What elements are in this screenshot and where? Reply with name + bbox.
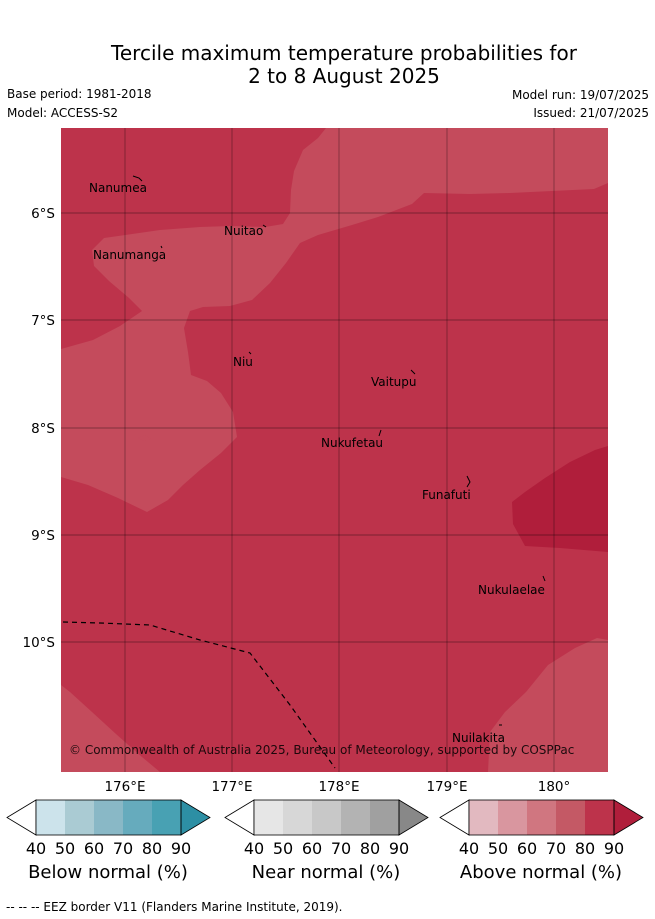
near-normal-colorbar-upper-extend [398,799,429,836]
island-marker-niu [248,351,252,355]
place-labels: Nanumea Nuitao Nanumanga Niu Vaitupu Nuk… [89,181,545,745]
near-normal-label: Near normal (%) [251,862,401,883]
above-normal-label: Above normal (%) [459,862,623,883]
lat-label-8s: 8°S [31,421,55,437]
island-marker-nanumanga [160,245,163,249]
grid-lines [61,128,608,772]
near-normal-colorbar-tick-label: 80 [360,839,380,858]
near-normal-colorbar: 40 50 60 70 80 90 [224,799,429,858]
above-normal-colorbar-tick-label: 80 [575,839,595,858]
above-normal-colorbar-segment [585,800,614,835]
below-normal-colorbar-tick-label: 40 [26,839,46,858]
above-normal-colorbar-tick-label: 60 [517,839,537,858]
island-marker-vaitupu [410,369,416,375]
above-normal-colorbar-lower-extend [439,799,470,836]
model-name: Model: ACCESS-S2 [7,106,119,120]
eez-border-line [62,621,336,769]
below-normal-colorbar-segment [65,800,94,835]
above-normal-colorbar-segment [469,800,498,835]
near-normal-colorbar-lower-extend [224,799,255,836]
near-normal-colorbar-tick-label: 70 [331,839,351,858]
island-marker-nukufetau [378,429,382,437]
place-label-nanumanga: Nanumanga [93,248,166,262]
below-normal-label: Below normal (%) [28,862,188,883]
below-normal-colorbar-tick-label: 80 [142,839,162,858]
above-70-region-north [61,128,608,512]
island-marker-funafuti [466,475,471,488]
above-70-spot [138,435,151,441]
above-normal-colorbar-segment [556,800,585,835]
below-normal-colorbar-segment [123,800,152,835]
place-label-nukulaelae: Nukulaelae [478,583,545,597]
near-normal-colorbar-outline [253,799,400,836]
place-label-funafuti: Funafuti [422,488,471,502]
near-normal-colorbar-segment [312,800,341,835]
above-normal-colorbar-outline [468,799,615,836]
near-normal-colorbar-segment [370,800,399,835]
place-label-nanumea: Nanumea [89,181,147,195]
above-normal-colorbar-segment [527,800,556,835]
lon-label-178e: 178°E [318,779,359,795]
below-normal-colorbar-tick-label: 50 [55,839,75,858]
island-marker-nanumea [132,175,143,182]
below-normal-colorbar: 40 50 60 70 80 90 [6,799,211,858]
above-normal-colorbar-tick-label: 90 [604,839,624,858]
above-normal-colorbar-tick-label: 40 [459,839,479,858]
below-normal-colorbar-segment [152,800,181,835]
lon-label-177e: 177°E [211,779,252,795]
lon-label-180: 180° [538,779,571,795]
above-70-region-southeast [488,638,608,772]
near-normal-colorbar-segment [254,800,283,835]
below-normal-colorbar-tick-label: 60 [84,839,104,858]
above-70-region-south [61,685,160,772]
above-normal-colorbar-tick-label: 50 [488,839,508,858]
below-normal-colorbar-segment [94,800,123,835]
place-label-nuilakita: Nuilakita [452,731,505,745]
model-run: Model run: 19/07/2025 [511,88,649,102]
below-normal-colorbar-segment [36,800,65,835]
chart-title-line1: Tercile maximum temperature probabilitie… [111,41,577,65]
near-normal-colorbar-tick-label: 90 [389,839,409,858]
eez-footnote: -- -- -- EEZ border V11 (Flanders Marine… [6,900,343,914]
chart-title-line2: 2 to 8 August 2025 [248,64,440,88]
below-normal-colorbar-outline [35,799,182,836]
below-normal-colorbar-lower-extend [6,799,37,836]
latitude-labels: 6°S 7°S 8°S 9°S 10°S [23,206,56,651]
probability-field: Nanumea Nuitao Nanumanga Niu Vaitupu Nuk… [61,128,608,772]
above-normal-colorbar-upper-extend [613,799,644,836]
near-normal-colorbar-tick-label: 50 [273,839,293,858]
above-normal-colorbar: 40 50 60 70 80 90 [439,799,644,858]
lat-label-7s: 7°S [31,313,55,329]
near-normal-colorbar-tick-label: 60 [302,839,322,858]
place-label-nukufetau: Nukufetau [321,436,383,450]
near-normal-colorbar-tick-label: 40 [244,839,264,858]
lon-label-179e: 179°E [426,779,467,795]
issued-date: Issued: 21/07/2025 [533,106,649,120]
above-normal-colorbar-tick-label: 70 [546,839,566,858]
lon-label-176e: 176°E [104,779,145,795]
near-normal-colorbar-segment [341,800,370,835]
lat-label-6s: 6°S [31,206,55,222]
copyright-notice: © Commonwealth of Australia 2025, Bureau… [69,743,574,757]
island-marker-nukulaelae [542,575,546,582]
above-90-region [512,446,608,552]
below-normal-colorbar-upper-extend [180,799,211,836]
longitude-labels: 176°E 177°E 178°E 179°E 180° [104,779,570,795]
lat-label-9s: 9°S [31,528,55,544]
place-label-niu: Niu [233,355,253,369]
place-label-nuitao: Nuitao [224,224,263,238]
island-markers [132,175,546,726]
below-normal-colorbar-tick-label: 90 [171,839,191,858]
island-marker-nuitao [262,224,267,228]
lat-label-10s: 10°S [23,635,56,651]
below-normal-colorbar-tick-label: 70 [113,839,133,858]
above-normal-colorbar-segment [498,800,527,835]
place-label-vaitupu: Vaitupu [371,375,417,389]
base-period: Base period: 1981-2018 [7,87,152,101]
near-normal-colorbar-segment [283,800,312,835]
